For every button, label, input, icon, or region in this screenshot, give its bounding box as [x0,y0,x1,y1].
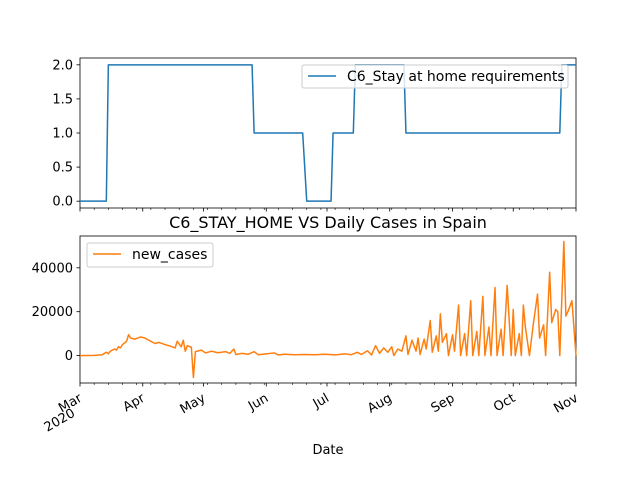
top-y-axis: 0.0 0.5 1.0 1.5 2.0 [52,58,80,210]
top-series-line [80,64,576,202]
bottom-series-line [79,240,577,379]
bottom-x-tick-label: Jul [310,391,332,412]
top-y-tick-label: 1.5 [52,92,73,107]
top-series-group [80,64,576,202]
bottom-y-tick-label: 40000 [32,261,73,276]
top-legend-label: C6_Stay at home requirements [347,69,565,85]
top-x-minor-ticks [79,208,577,212]
bottom-y-tick-label: 20000 [32,305,73,320]
top-subplot: 0.0 0.5 1.0 1.5 2.0 C6_Stay at home requirem… [52,57,577,212]
top-y-tick-label: 0.5 [52,161,73,176]
top-y-tick-label: 2.0 [52,58,73,73]
top-legend: C6_Stay at home requirements [301,64,569,89]
x-axis-label: Date [312,443,343,458]
bottom-plot-frame [79,235,577,384]
bottom-series-group [79,240,577,379]
bottom-legend: new_cases [86,242,214,268]
top-y-tick-label: 0.0 [52,195,73,210]
bottom-legend-box [86,242,214,268]
top-legend-box [301,64,569,89]
bottom-y-tick-label: 0 [65,349,73,364]
bottom-y-axis: 0 20000 40000 [32,261,80,364]
bottom-legend-label: new_cases [132,247,207,263]
bottom-subplot: C6_STAY_HOME VS Daily Cases in Spain 0 20… [32,213,581,458]
bottom-chart-title: C6_STAY_HOME VS Daily Cases in Spain [169,213,487,233]
top-y-tick-label: 1.0 [52,127,73,142]
